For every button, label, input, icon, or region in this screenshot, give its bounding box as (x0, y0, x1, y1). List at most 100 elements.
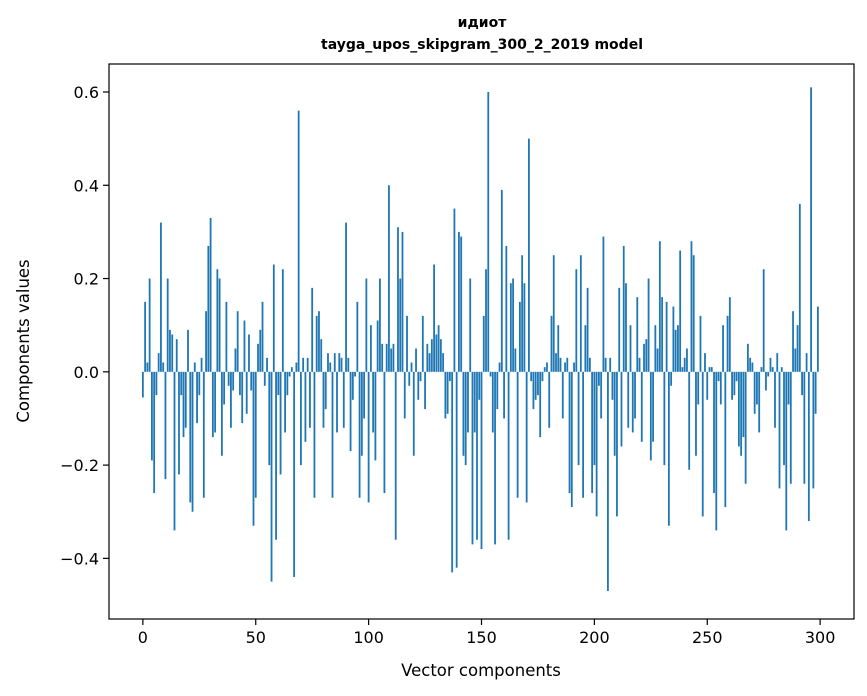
bar (349, 371, 352, 452)
bar (471, 371, 474, 545)
x-tick-label: 300 (805, 628, 836, 647)
bar (250, 371, 253, 391)
y-tick-label: 0.2 (74, 270, 99, 289)
bar (397, 227, 399, 372)
bar (155, 371, 158, 396)
bar (586, 287, 589, 372)
bar (150, 371, 153, 461)
bar (622, 245, 625, 372)
bar (570, 371, 573, 508)
bar (593, 371, 596, 466)
bar (588, 357, 591, 372)
bar (284, 371, 286, 433)
bar (277, 371, 280, 396)
bar (230, 371, 232, 428)
bar (577, 371, 580, 466)
bar (701, 371, 704, 517)
bar (236, 311, 239, 372)
bar (744, 371, 747, 484)
y-axis-label: Components values (14, 259, 33, 422)
bar (812, 371, 815, 489)
bar (408, 371, 411, 386)
bar (735, 371, 738, 382)
bar (509, 283, 512, 372)
x-tick-label: 100 (353, 628, 384, 647)
bar (521, 255, 524, 372)
bar (780, 367, 783, 372)
bar (354, 371, 356, 377)
bar (365, 278, 368, 372)
bar (257, 343, 259, 372)
bar (645, 339, 648, 372)
bar (259, 329, 262, 372)
bar (211, 371, 214, 438)
bar (631, 371, 634, 433)
bar (568, 371, 571, 494)
bar (792, 311, 794, 372)
bar (338, 353, 341, 372)
bar (561, 371, 564, 419)
bar (541, 371, 544, 382)
bar (144, 301, 147, 372)
bar (643, 343, 645, 372)
bar (451, 371, 454, 573)
bar (424, 371, 426, 410)
bar (539, 371, 542, 438)
bar (611, 371, 614, 400)
bar (706, 371, 709, 400)
bar (214, 371, 217, 433)
bar (595, 371, 598, 517)
bar (467, 371, 469, 433)
bar (320, 339, 323, 372)
bar (315, 315, 318, 372)
bar (336, 371, 338, 433)
bar (419, 371, 422, 382)
bar (726, 315, 729, 372)
bar (148, 278, 151, 372)
bar (381, 343, 384, 372)
bar (448, 371, 451, 382)
bar (491, 371, 494, 433)
bar (403, 371, 406, 419)
bar (356, 301, 359, 372)
bar (758, 371, 761, 433)
bar (146, 362, 149, 372)
bar (421, 315, 424, 372)
bar (329, 362, 332, 372)
bar (640, 371, 643, 442)
bar (275, 371, 277, 540)
bar (157, 353, 160, 372)
bar (575, 269, 578, 372)
bar (372, 371, 375, 433)
bar (383, 371, 386, 494)
bar (446, 371, 449, 414)
bar (290, 367, 293, 372)
bar (347, 357, 350, 372)
bar (254, 371, 257, 498)
bar (200, 357, 203, 372)
bar (656, 348, 659, 372)
bar (584, 325, 587, 372)
bar (340, 357, 343, 372)
bar (629, 325, 632, 372)
bar (178, 371, 180, 475)
bar (376, 320, 379, 372)
bar (187, 329, 189, 372)
bar (695, 371, 697, 456)
bar (636, 297, 639, 372)
bar (785, 371, 788, 531)
bar (530, 371, 533, 382)
bar (444, 371, 447, 419)
y-tick-label: −0.2 (60, 456, 99, 475)
y-axis: −0.4 −0.2 0.0 0.2 0.4 0.6 (60, 83, 109, 568)
bar (327, 353, 329, 372)
bar (516, 371, 519, 498)
bar (464, 371, 467, 466)
bar (295, 362, 298, 372)
bar (430, 339, 433, 372)
x-axis-label: Vector components (401, 661, 561, 680)
bar (415, 348, 417, 372)
bar (652, 371, 654, 442)
bar (625, 283, 627, 372)
